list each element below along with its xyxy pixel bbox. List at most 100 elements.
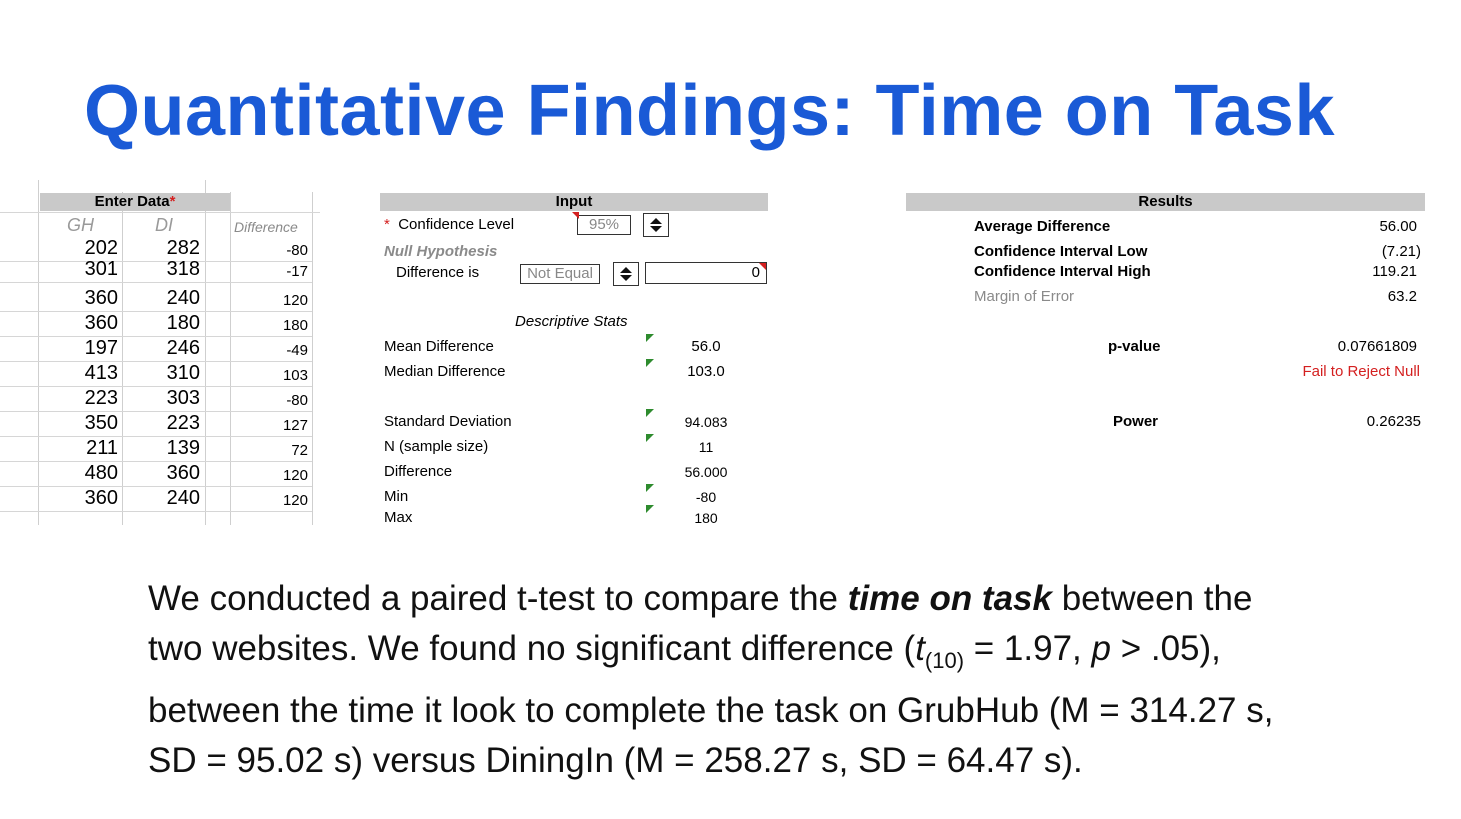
table-row: 301 318 -17: [0, 258, 320, 283]
ci-high-label: Confidence Interval High: [974, 263, 1151, 280]
cell-di[interactable]: 223: [166, 412, 200, 434]
summary-text: > .05),: [1110, 629, 1221, 668]
cell-difference[interactable]: 120: [282, 292, 308, 309]
column-header-gh: GH: [67, 215, 94, 235]
cell-difference[interactable]: -49: [286, 342, 308, 359]
cell-difference[interactable]: 120: [282, 492, 308, 509]
ci-low-label: Confidence Interval Low: [974, 243, 1148, 260]
summary-line-1: We conducted a paired t-test to compare …: [148, 574, 1378, 624]
stat-label: Median Difference: [384, 363, 506, 380]
row-divider: [0, 386, 312, 387]
stat-value: 180: [694, 510, 718, 526]
margin-of-error-value: 63.2: [1387, 288, 1417, 305]
cell-difference[interactable]: -80: [286, 392, 308, 409]
table-row: 197 246 -49: [0, 337, 320, 362]
cell-gh[interactable]: 197: [84, 337, 118, 359]
cell-gh[interactable]: 202: [84, 237, 118, 259]
cell-di[interactable]: 310: [166, 362, 200, 384]
cell-difference[interactable]: 127: [282, 417, 308, 434]
row-divider: [0, 411, 312, 412]
cell-gh[interactable]: 301: [84, 258, 118, 280]
row-divider: [0, 311, 312, 312]
confidence-asterisk: *: [384, 216, 390, 233]
cell-di[interactable]: 360: [166, 462, 200, 484]
average-difference-label: Average Difference: [974, 218, 1111, 235]
cell-gh[interactable]: 223: [84, 387, 118, 409]
descriptive-stats-header: Descriptive Stats: [515, 313, 628, 330]
cell-gh[interactable]: 350: [84, 412, 118, 434]
required-asterisk: *: [169, 193, 176, 210]
stat-value: 94.083: [684, 414, 728, 430]
p-symbol: p: [1091, 629, 1111, 668]
hypothesized-difference-field[interactable]: 0: [645, 262, 767, 284]
table-row: 202 282 -80: [0, 237, 320, 262]
row-divider: [0, 511, 312, 512]
summary-line-3: between the time it look to complete the…: [148, 691, 1274, 730]
row-divider: [0, 436, 312, 437]
average-difference-value: 56.00: [1379, 218, 1417, 235]
cell-difference[interactable]: 180: [282, 317, 308, 334]
cell-difference[interactable]: 103: [282, 367, 308, 384]
cell-di[interactable]: 246: [166, 337, 200, 359]
cell-di[interactable]: 240: [166, 487, 200, 509]
cell-di[interactable]: 139: [166, 437, 200, 459]
hypothesis-decision: Fail to Reject Null: [1302, 363, 1420, 380]
summary-line-2: two websites. We found no significant di…: [148, 624, 1378, 686]
cell-di[interactable]: 240: [166, 287, 200, 309]
emphasis-time-on-task: time on task: [847, 579, 1052, 618]
column-header-difference: Difference: [234, 219, 298, 235]
formula-indicator-icon: [646, 334, 654, 342]
cell-di[interactable]: 282: [166, 237, 200, 259]
cell-gh[interactable]: 413: [84, 362, 118, 384]
margin-of-error-label: Margin of Error: [974, 288, 1075, 305]
hypothesis-direction-stepper[interactable]: [613, 262, 639, 286]
summary-line-4: SD = 95.02 s) versus DiningIn (M = 258.2…: [148, 741, 1083, 780]
cell-di[interactable]: 180: [166, 312, 200, 334]
updown-icon: [650, 218, 662, 232]
difference-is-label: Difference is: [396, 264, 480, 281]
formula-indicator-icon: [646, 505, 654, 513]
cell-gh[interactable]: 211: [86, 437, 118, 459]
power-value: 0.26235: [1366, 413, 1421, 430]
slide-title: Quantitative Findings: Time on Task: [84, 71, 1335, 151]
p-value-value: 0.07661809: [1337, 338, 1417, 355]
p-value-label: p-value: [1108, 338, 1161, 355]
cell-gh[interactable]: 360: [84, 312, 118, 334]
cell-difference[interactable]: 72: [291, 442, 308, 459]
ci-low-value: (7.21): [1381, 243, 1421, 260]
power-label: Power: [1113, 413, 1159, 430]
stat-value: 103.0: [687, 363, 725, 380]
table-row: 211 139 72: [0, 437, 320, 462]
stat-label: Difference: [384, 463, 453, 480]
cell-gh[interactable]: 360: [84, 487, 118, 509]
summary-text: We conducted a paired t-test to compare …: [148, 579, 848, 618]
cell-gh[interactable]: 360: [84, 287, 118, 309]
confidence-level-label: * Confidence Level: [384, 216, 514, 233]
row-divider: [0, 361, 312, 362]
cell-difference[interactable]: -80: [286, 242, 308, 259]
confidence-level-value: 95%: [588, 216, 620, 233]
formula-indicator-icon: [646, 484, 654, 492]
hypothesis-direction-field[interactable]: Not Equal: [520, 264, 600, 284]
stat-value: -80: [695, 489, 717, 505]
cell-difference[interactable]: 120: [282, 467, 308, 484]
cell-gh[interactable]: 480: [84, 462, 118, 484]
input-header: Input: [380, 193, 768, 211]
cell-di[interactable]: 303: [166, 387, 200, 409]
cell-difference[interactable]: -17: [286, 263, 308, 280]
degrees-of-freedom: (10): [924, 648, 965, 673]
hypothesis-direction-value: Not Equal: [527, 265, 593, 282]
t-statistic-symbol: t: [915, 629, 925, 668]
stat-label: Standard Deviation: [384, 413, 512, 430]
confidence-comment-marker: [572, 212, 579, 219]
summary-text: between the: [1051, 579, 1253, 618]
confidence-level-field[interactable]: 95%: [577, 215, 631, 235]
column-header-di: DI: [155, 215, 173, 235]
summary-text: = 1.97,: [964, 629, 1092, 668]
cell-di[interactable]: 318: [166, 258, 200, 280]
hypothesized-difference-value: 0: [751, 264, 760, 281]
row-divider: [0, 336, 312, 337]
formula-indicator-icon: [646, 434, 654, 442]
stat-label: N (sample size): [384, 438, 489, 455]
confidence-level-stepper[interactable]: [643, 213, 669, 237]
